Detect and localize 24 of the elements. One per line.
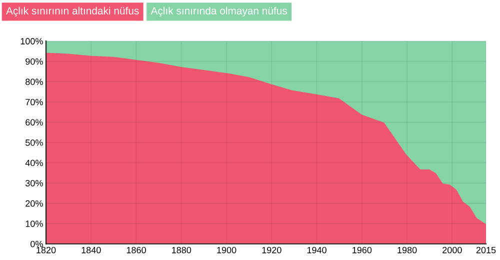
y-tick-label: 30% xyxy=(26,180,43,186)
x-tick-label: 1840 xyxy=(82,246,101,254)
x-tick-label: 1920 xyxy=(262,246,282,254)
y-tick-label: 0% xyxy=(30,240,43,248)
y-tick-label: 70% xyxy=(26,98,43,106)
y-tick-label: 50% xyxy=(26,139,43,146)
x-tick-label: 1980 xyxy=(398,246,417,254)
x-tick-label: 1880 xyxy=(172,246,192,254)
y-tick-label: 100% xyxy=(20,38,43,44)
x-tick-label: 2015 xyxy=(476,246,496,254)
y-tick-label: 60% xyxy=(26,119,43,126)
x-tick-label: 1860 xyxy=(126,246,146,254)
y-tick-label: 10% xyxy=(26,220,43,227)
x-tick-label: 1940 xyxy=(307,246,326,254)
y-tick-label: 20% xyxy=(26,200,43,207)
x-tick-label: 1820 xyxy=(36,246,56,254)
text: Açlık sınırında olmayan nüfus xyxy=(150,6,288,17)
y-tick-label: 90% xyxy=(26,58,43,65)
x-tick-label: 2000 xyxy=(442,246,462,254)
y-tick-label: 40% xyxy=(25,160,43,166)
y-tick-label: 80% xyxy=(26,78,43,85)
x-tick-label: 1960 xyxy=(352,246,372,254)
text: Açlık sınırının altındaki nüfus xyxy=(6,6,139,17)
x-tick-label: 1900 xyxy=(217,246,236,254)
